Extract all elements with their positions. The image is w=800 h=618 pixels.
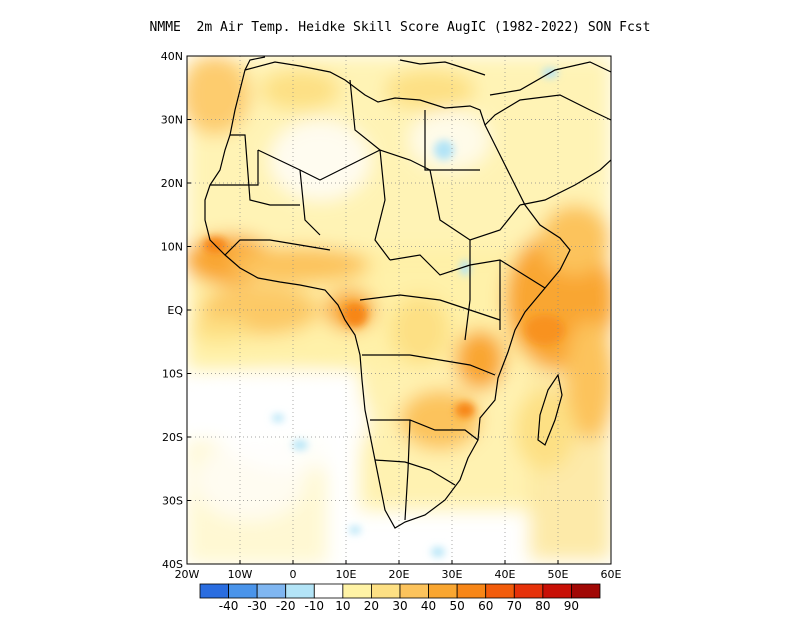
colorbar-swatch bbox=[199, 583, 229, 599]
lon-tick-label: 20W bbox=[175, 568, 200, 581]
lat-tick-label: EQ bbox=[167, 304, 183, 317]
colorbar-label: 40 bbox=[421, 599, 436, 613]
colorbar-label: -40 bbox=[219, 599, 239, 613]
colorbar-label: 70 bbox=[507, 599, 522, 613]
lat-tick-label: 20S bbox=[162, 431, 183, 444]
colorbar-label: 50 bbox=[450, 599, 465, 613]
map-grid bbox=[187, 56, 611, 564]
lon-tick-label: 10W bbox=[228, 568, 253, 581]
lat-tick-label: 40N bbox=[161, 50, 183, 63]
lon-tick-label: 50E bbox=[548, 568, 569, 581]
colorbar-swatch bbox=[285, 583, 315, 599]
lon-tick-label: 30E bbox=[442, 568, 463, 581]
latitude-axis: 40N 30N 20N 10N EQ 10S 20S 30S 40S bbox=[161, 50, 191, 571]
colorbar-swatch bbox=[342, 583, 372, 599]
lon-tick-label: 20E bbox=[389, 568, 410, 581]
colorbar-swatch bbox=[542, 583, 572, 599]
colorbar-swatch bbox=[456, 583, 487, 599]
lat-tick-label: 30S bbox=[162, 495, 183, 508]
skill-shading bbox=[187, 56, 611, 564]
lon-tick-label: 10E bbox=[336, 568, 357, 581]
colorbar-swatch bbox=[513, 583, 544, 599]
colorbar-label: 90 bbox=[564, 599, 579, 613]
colorbar-swatch bbox=[371, 583, 401, 599]
lon-tick-label: 40E bbox=[495, 568, 516, 581]
colorbar-label: -20 bbox=[276, 599, 296, 613]
lon-tick-label: 0 bbox=[290, 568, 297, 581]
colorbar-swatch bbox=[399, 583, 429, 599]
lat-tick-label: 40S bbox=[162, 558, 183, 571]
colorbar-label: -10 bbox=[304, 599, 324, 613]
lon-tick-label: 60E bbox=[601, 568, 622, 581]
colorbar-swatch bbox=[571, 583, 601, 599]
colorbar-swatch bbox=[485, 583, 515, 599]
colorbar-swatch bbox=[313, 583, 344, 599]
lat-tick-label: 10S bbox=[162, 368, 183, 381]
colorbar-label: 60 bbox=[478, 599, 493, 613]
colorbar-label: 20 bbox=[364, 599, 379, 613]
colorbar-label: -30 bbox=[247, 599, 267, 613]
lat-tick-label: 20N bbox=[161, 177, 183, 190]
lat-tick-label: 10N bbox=[161, 241, 183, 254]
lat-tick-label: 30N bbox=[161, 114, 183, 127]
colorbar-swatch bbox=[256, 583, 287, 599]
colorbar-swatch bbox=[228, 583, 258, 599]
colorbar: -40 -30 -20 -10 10 20 30 40 50 60 70 80 90 bbox=[199, 583, 601, 613]
longitude-axis: 20W 10W 0 10E 20E 30E 40E 50E 60E bbox=[175, 560, 622, 581]
colorbar-swatch bbox=[428, 583, 458, 599]
colorbar-label: 10 bbox=[335, 599, 350, 613]
chart-title: NMME 2m Air Temp. Heidke Skill Score Aug… bbox=[149, 20, 651, 35]
colorbar-label: 30 bbox=[392, 599, 407, 613]
country-borders bbox=[204, 56, 611, 529]
colorbar-label: 80 bbox=[535, 599, 550, 613]
